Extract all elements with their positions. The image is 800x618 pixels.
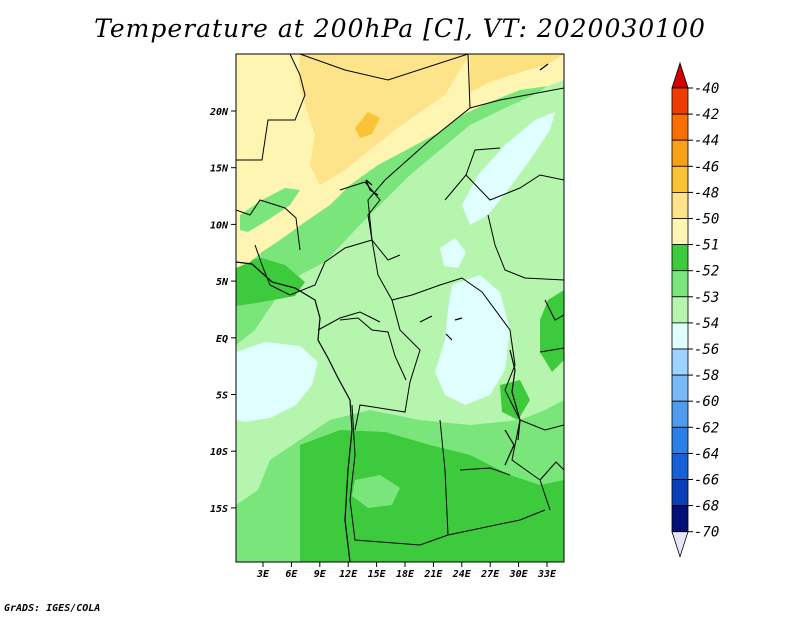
field-region-52-south xyxy=(300,430,564,562)
colorbar-swatch xyxy=(671,479,689,507)
colorbar-swatch xyxy=(671,452,689,480)
lon-tick-label: 21E xyxy=(423,569,443,580)
colorbar-label: -42 xyxy=(694,107,719,123)
lon-tick-label: 6E xyxy=(285,569,298,580)
lon-tick-label: 15E xyxy=(368,569,387,580)
colorbar-label: -46 xyxy=(694,159,719,175)
colorbar-swatch xyxy=(671,165,689,193)
map-axes: 3E 6E 9E 12E 15E 18E 21E 24E 27E 30E 33E 20N 15N 10N 5… xyxy=(209,107,557,580)
field-region-56-north xyxy=(462,112,555,225)
field-region-50-core xyxy=(298,54,470,185)
colorbar-swatch xyxy=(671,218,689,246)
lat-tick-label: 10N xyxy=(210,220,229,231)
colorbar-swatch xyxy=(671,139,689,167)
colorbar-label: -40 xyxy=(694,81,719,97)
colorbar-label: -52 xyxy=(694,264,719,280)
colorbar-swatch xyxy=(671,296,689,324)
lat-tick-label: EQ xyxy=(216,334,228,345)
field-region-52-hole xyxy=(352,475,400,508)
temperature-field xyxy=(236,54,564,562)
colorbar-swatch xyxy=(671,400,689,428)
colorbar-label: -70 xyxy=(694,525,719,541)
colorbar-label: -58 xyxy=(694,368,719,384)
colorbar-label: -68 xyxy=(694,499,719,515)
colorbar-swatch xyxy=(671,505,689,533)
map-frame xyxy=(235,53,565,563)
lat-tick-label: 5N xyxy=(216,277,229,288)
colorbar-label: -50 xyxy=(694,212,719,228)
colorbar: -40 -42 -44 -46 -48 -50 -51 -52 -53 -54 -56 -58 -60 -… xyxy=(671,61,719,559)
colorbar-label: -60 xyxy=(694,394,719,410)
field-region-48-spot xyxy=(355,112,380,138)
colorbar-swatch xyxy=(671,113,689,141)
colorbar-swatch xyxy=(671,322,689,350)
lon-tick-label: 18E xyxy=(396,569,415,580)
colorbar-bottom-arrow xyxy=(671,531,689,559)
colorbar-swatch xyxy=(671,374,689,402)
colorbar-label: -66 xyxy=(694,473,719,489)
field-region-56-blob xyxy=(440,238,466,268)
map-title: Temperature at 200hPa [C], VT: 202003010… xyxy=(94,14,706,43)
country-borders xyxy=(236,54,564,546)
lon-tick-label: 30E xyxy=(509,569,529,580)
lon-tick-label: 24E xyxy=(452,569,472,580)
field-region-53-streak xyxy=(240,188,300,232)
field-region-56-west xyxy=(236,342,318,422)
colorbar-swatch xyxy=(671,244,689,272)
lat-tick-label: 5S xyxy=(216,391,228,402)
coastline xyxy=(236,63,549,562)
lon-tick-label: 27E xyxy=(480,569,500,580)
lon-tick-label: 3E xyxy=(256,569,270,580)
colorbar-label: -64 xyxy=(694,446,719,462)
lat-tick-label: 10S xyxy=(210,447,228,458)
colorbar-label: -56 xyxy=(694,342,719,358)
field-region-56-east xyxy=(435,275,510,405)
colorbar-swatch xyxy=(671,426,689,454)
colorbar-swatch xyxy=(671,191,689,219)
grads-credit: GrADS: IGES/COLA xyxy=(4,603,101,614)
colorbar-top-arrow xyxy=(671,61,689,89)
lat-tick-label: 15N xyxy=(210,164,229,175)
lon-tick-label: 33E xyxy=(537,569,557,580)
colorbar-swatch xyxy=(671,270,689,298)
colorbar-label: -54 xyxy=(694,316,719,332)
colorbar-swatch xyxy=(671,87,689,115)
colorbar-label: -53 xyxy=(694,290,719,306)
colorbar-swatch xyxy=(671,348,689,376)
field-region-52-lake xyxy=(500,380,530,420)
field-region-50-blob xyxy=(470,54,564,92)
colorbar-label: -44 xyxy=(694,133,719,149)
colorbar-label: -51 xyxy=(694,238,719,254)
colorbar-label: -48 xyxy=(694,185,719,201)
lon-tick-label: 12E xyxy=(339,569,358,580)
lat-tick-label: 20N xyxy=(209,107,229,118)
colorbar-label: -62 xyxy=(694,420,719,436)
lat-tick-label: 15S xyxy=(210,504,228,515)
lon-tick-label: 9E xyxy=(314,569,327,580)
